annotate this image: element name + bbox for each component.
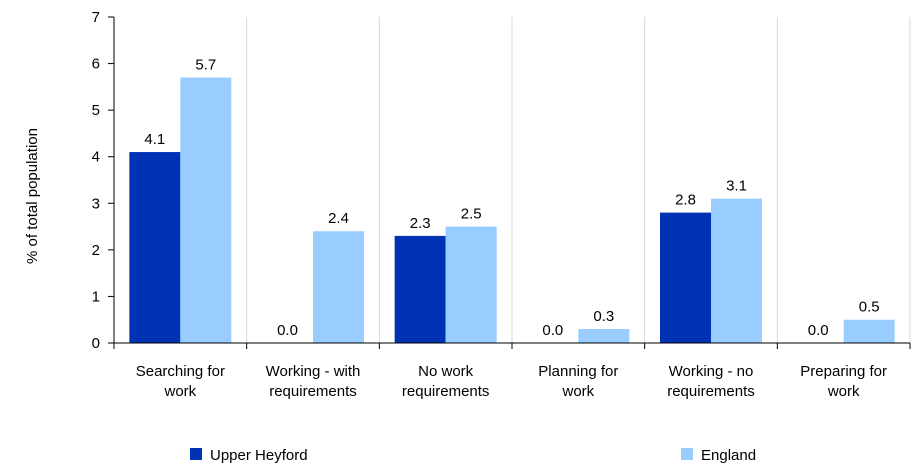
bars xyxy=(129,77,895,344)
bar-upper-heyford xyxy=(394,235,446,343)
bar-upper-heyford xyxy=(660,212,711,343)
y-tick-label: 0 xyxy=(92,335,100,352)
y-axis-title: % of total population xyxy=(24,128,41,264)
data-label: 0.5 xyxy=(859,299,880,316)
legend-swatch xyxy=(190,448,202,460)
data-label: 0.0 xyxy=(542,322,563,339)
x-category-label: Planning for work xyxy=(538,363,618,400)
bar-england xyxy=(313,231,364,343)
legend-label: England xyxy=(701,447,756,464)
y-tick-label: 3 xyxy=(92,195,100,212)
x-category-label: No work requirements xyxy=(402,363,490,400)
x-category-label: Working - no requirements xyxy=(667,363,755,400)
y-tick-label: 6 xyxy=(92,56,100,73)
x-category-label: Searching for work xyxy=(136,363,225,400)
y-tick-label: 1 xyxy=(92,288,100,305)
x-axis-category-labels: Searching for work Working - with requireme… xyxy=(136,363,887,400)
bar-england xyxy=(711,198,762,343)
x-category-label: Working - with requirements xyxy=(266,363,361,400)
data-label: 5.7 xyxy=(195,57,216,74)
x-category-label: Preparing for work xyxy=(800,363,887,400)
y-tick-label: 4 xyxy=(92,149,100,166)
legend: Upper Heyford England xyxy=(190,447,756,464)
data-label: 3.1 xyxy=(726,178,747,195)
gridlines xyxy=(246,17,911,343)
bar-england xyxy=(445,226,497,343)
axes xyxy=(113,17,911,349)
bar-england xyxy=(578,329,630,343)
data-label: 2.4 xyxy=(328,210,349,227)
data-label: 0.3 xyxy=(593,308,614,325)
bar-england xyxy=(843,319,895,343)
data-labels: 4.1 0.0 2.3 0.0 2.8 0.0 5.7 2.4 2.5 0.3 3.1 0.5 xyxy=(144,57,879,339)
legend-swatch xyxy=(681,448,693,460)
data-label: 0.0 xyxy=(808,322,829,339)
data-label: 4.1 xyxy=(144,131,165,148)
bar-england xyxy=(180,77,232,344)
data-label: 2.3 xyxy=(410,215,431,232)
legend-label: Upper Heyford xyxy=(210,447,308,464)
data-label: 2.8 xyxy=(675,192,696,209)
data-label: 2.5 xyxy=(461,206,482,223)
y-tick-label: 2 xyxy=(92,242,100,259)
y-axis-ticks: 0 1 2 3 4 5 6 7 xyxy=(92,9,114,352)
y-tick-label: 5 xyxy=(92,102,100,119)
data-label: 0.0 xyxy=(277,322,298,339)
y-tick-label: 7 xyxy=(92,9,100,26)
bar-upper-heyford xyxy=(129,152,181,343)
